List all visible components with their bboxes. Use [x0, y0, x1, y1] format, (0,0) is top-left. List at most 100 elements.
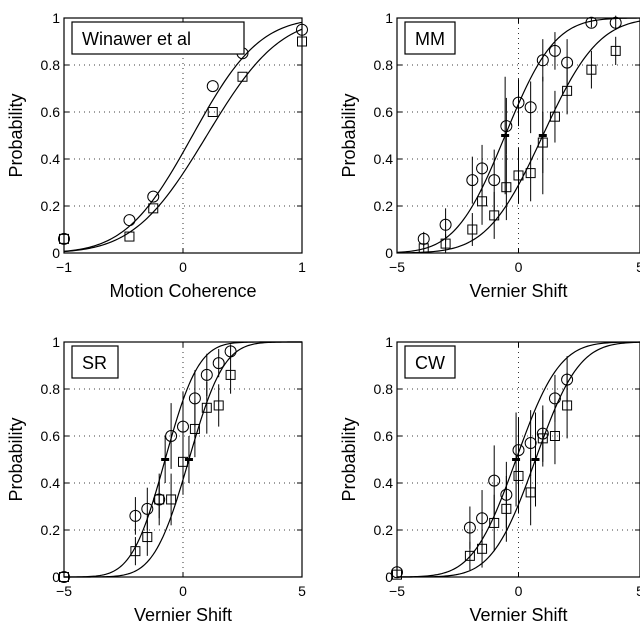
y-tick-label: 1 [385, 10, 393, 26]
y-axis-label: Probability [339, 417, 359, 501]
data-point-circle [536, 54, 549, 67]
y-axis-label: Probability [6, 417, 26, 501]
data-point-circle [463, 521, 476, 534]
y-tick-label: 0.6 [41, 428, 61, 444]
data-point-square [562, 400, 573, 411]
data-point-square [513, 170, 524, 181]
y-tick-label: 0.2 [41, 522, 61, 538]
x-tick-label: 0 [179, 259, 187, 275]
data-point-circle [500, 120, 513, 133]
y-tick-label: 0.6 [374, 428, 394, 444]
data-point-circle [165, 430, 178, 442]
y-tick-label: 0.6 [41, 104, 61, 120]
y-tick-label: 1 [52, 334, 60, 350]
y-tick-label: 0.4 [41, 151, 61, 167]
data-point-square [166, 494, 177, 505]
x-tick-label: 5 [298, 583, 306, 599]
panel-label: MM [415, 29, 445, 49]
x-tick-label: 1 [298, 259, 306, 275]
data-point-circle [129, 509, 142, 522]
fit-curve [63, 28, 303, 253]
y-tick-label: 0.8 [374, 381, 394, 397]
x-tick-label: −5 [389, 583, 405, 599]
data-point-square [213, 400, 224, 411]
y-tick-label: 0 [52, 245, 60, 261]
data-point-circle [296, 23, 308, 36]
x-axis-label: Vernier Shift [134, 605, 232, 625]
data-point-square [225, 369, 236, 380]
data-point-circle [58, 571, 70, 583]
y-tick-label: 0.2 [41, 198, 61, 214]
x-axis-label: Vernier Shift [469, 605, 567, 625]
data-point-square [418, 243, 429, 254]
y-tick-label: 0.4 [374, 151, 394, 167]
data-point-square [610, 45, 621, 56]
y-tick-label: 0.8 [41, 381, 61, 397]
data-point-square [467, 224, 478, 235]
data-point-circle [524, 101, 537, 114]
x-tick-label: 0 [179, 583, 187, 599]
x-tick-label: 0 [515, 583, 523, 599]
data-point-circle [206, 80, 219, 93]
fit-curve [63, 21, 303, 252]
x-axis-label: Vernier Shift [469, 281, 567, 301]
y-tick-label: 0.8 [374, 57, 394, 73]
data-point-square [489, 517, 500, 528]
data-point-square [562, 85, 573, 96]
data-point-square [501, 182, 512, 193]
data-point-square [549, 431, 560, 441]
data-point-square [201, 402, 212, 413]
x-tick-label: 5 [636, 583, 640, 599]
data-point-circle [391, 566, 403, 579]
data-point-square [549, 111, 560, 122]
data-point-square [501, 503, 512, 514]
data-point-square [537, 433, 548, 444]
data-point-circle [512, 96, 525, 109]
data-point-circle [488, 174, 501, 187]
data-point-circle [147, 190, 160, 203]
y-tick-label: 1 [385, 334, 393, 350]
data-point-circle [609, 16, 622, 29]
data-point-square [537, 137, 548, 148]
data-point-square [154, 494, 165, 505]
data-point-square [189, 423, 200, 434]
data-point-square [207, 107, 218, 117]
data-point-square [124, 231, 135, 242]
panel-label-box [71, 21, 245, 55]
x-tick-label: −5 [389, 259, 405, 275]
y-axis-label: Probability [6, 93, 26, 177]
data-point-circle [200, 368, 213, 381]
panel-label-box [404, 21, 456, 55]
data-point-circle [548, 44, 561, 57]
y-tick-label: 0 [385, 245, 393, 261]
data-point-circle [58, 232, 70, 245]
data-point-circle [476, 512, 489, 525]
panel-label-box [71, 345, 119, 379]
panel-label: Winawer et al [82, 29, 191, 49]
x-tick-label: 0 [515, 259, 523, 275]
data-point-circle [123, 214, 136, 227]
y-tick-label: 0 [52, 569, 60, 585]
x-axis-label: Motion Coherence [109, 281, 256, 301]
data-point-square [525, 487, 536, 498]
data-point-square [237, 71, 248, 82]
y-axis-label: Probability [339, 93, 359, 177]
x-tick-label: −1 [56, 259, 72, 275]
data-point-square [489, 210, 500, 221]
data-point-circle [212, 357, 225, 370]
y-tick-label: 0.6 [374, 104, 394, 120]
data-point-square [513, 470, 524, 481]
data-point-square [148, 203, 159, 214]
panel-label: CW [415, 353, 445, 373]
x-tick-label: 5 [636, 259, 640, 275]
y-tick-label: 0.2 [374, 522, 394, 538]
data-point-square [477, 196, 488, 207]
data-point-circle [466, 174, 479, 187]
data-point-square [477, 543, 488, 554]
y-tick-label: 0.2 [374, 198, 394, 214]
data-point-circle [476, 162, 489, 175]
data-point-square [178, 456, 188, 467]
